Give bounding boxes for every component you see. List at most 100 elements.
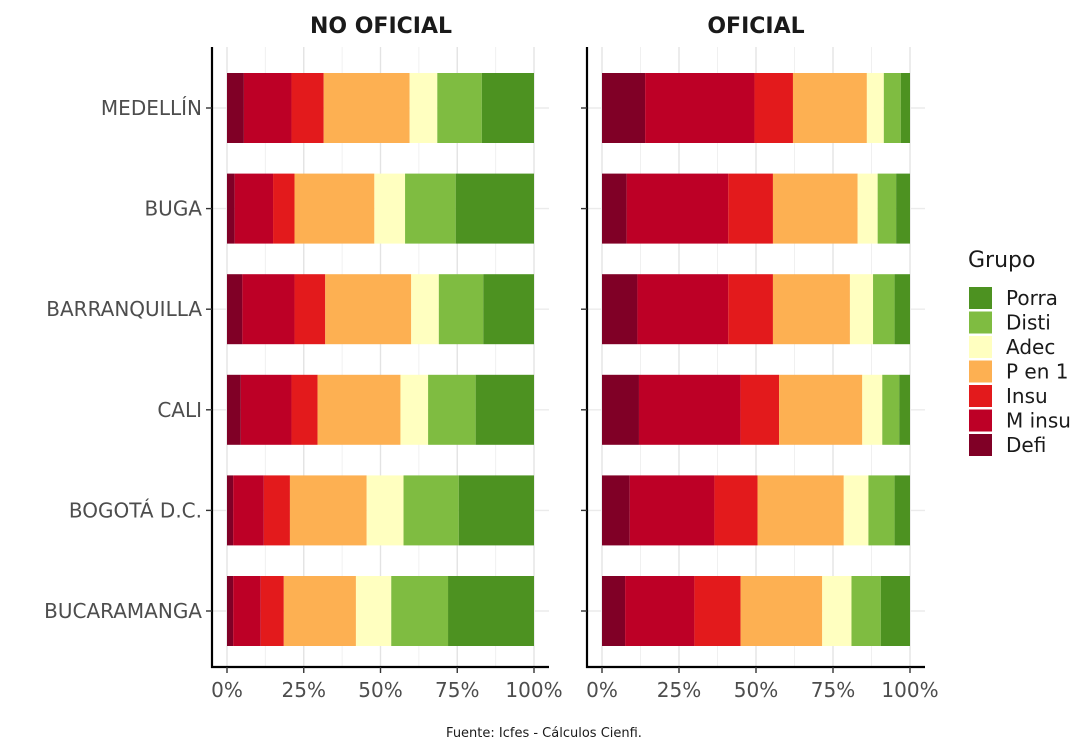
legend-label-porra: Porra	[1006, 286, 1058, 310]
bar-segment-insu	[260, 576, 284, 646]
legend-key-porra	[969, 287, 992, 309]
bar-segment-disti	[877, 173, 897, 244]
bar-segment-insu	[728, 274, 773, 345]
bar-segment-p-en-1	[289, 475, 367, 546]
bar-segment-disti	[883, 73, 901, 143]
bar-segment-adec	[374, 173, 406, 244]
bar-segment-p-en-1	[772, 274, 850, 345]
bar-segment-adec	[857, 173, 878, 244]
legend-key-defi	[969, 434, 992, 456]
bar-segment-porra	[894, 274, 910, 345]
bar-segment-m-insu	[626, 173, 729, 244]
bar-segment-insu	[694, 576, 741, 646]
bar-segment-porra	[899, 374, 910, 445]
bar-segment-disti	[868, 475, 895, 546]
bar-segment-adec	[849, 274, 874, 345]
panel-title: OFICIAL	[707, 14, 804, 39]
bar-segment-m-insu	[629, 475, 715, 546]
bar-segment-porra	[894, 475, 910, 546]
x-tick-label: 0%	[211, 678, 243, 702]
bar-segment-m-insu	[625, 576, 695, 646]
category-label: BUCARAMANGA	[44, 599, 202, 623]
bar-segment-adec	[822, 576, 852, 646]
bar-segment-insu	[291, 73, 324, 143]
legend-key-disti	[969, 311, 992, 334]
x-tick-label: 75%	[435, 678, 479, 702]
bar-segment-p-en-1	[792, 73, 867, 143]
bar-segment-adec	[843, 475, 869, 546]
bar-segment-p-en-1	[283, 576, 356, 646]
bar-segment-insu	[273, 173, 295, 244]
category-label: CALI	[157, 398, 202, 422]
legend-label-insu: Insu	[1006, 384, 1048, 408]
bar-segment-adec	[366, 475, 404, 546]
panel-oficial: 0% 25% 50% 75% 100% OFICIAL	[581, 14, 939, 702]
x-tick-label: 25%	[282, 678, 326, 702]
legend-key-m-insu	[969, 409, 992, 432]
bar-segment-adec	[866, 73, 884, 143]
bar-segment-adec	[862, 374, 883, 445]
panels-layer: 0% 25% 50% 75% 100% MEDELLÍN BUGA BARRANQUILLA C…	[44, 14, 938, 702]
bar-segment-p-en-1	[294, 173, 375, 244]
bar-segment-defi	[602, 374, 639, 445]
bar-segment-p-en-1	[772, 173, 858, 244]
bar-segment-m-insu	[233, 475, 264, 546]
bar-segment-disti	[438, 274, 484, 345]
category-label: BOGOTÁ D.C.	[69, 498, 202, 522]
x-tick-label: 100%	[505, 678, 562, 702]
bar-segment-porra	[458, 475, 534, 546]
bar-segment-insu	[263, 475, 290, 546]
legend-key-p-en-1	[969, 360, 992, 383]
bar-segment-porra	[896, 173, 910, 244]
bar-segment-insu	[294, 274, 326, 345]
panel-title: NO OFICIAL	[310, 14, 452, 39]
bar-segment-defi	[227, 374, 241, 445]
bar-segment-defi	[602, 475, 630, 546]
bar-segment-disti	[851, 576, 881, 646]
category-label: BUGA	[144, 197, 202, 221]
bar-segment-m-insu	[645, 73, 755, 143]
bar-segment-p-en-1	[740, 576, 823, 646]
legend-label-disti: Disti	[1006, 311, 1051, 335]
chart-caption: Fuente: Icfes - Cálculos Cienfi.	[446, 726, 642, 741]
bar-segment-defi	[227, 576, 234, 646]
bar-segment-m-insu	[243, 73, 292, 143]
bar-segment-disti	[873, 274, 895, 345]
legend-label-m-insu: M insu	[1006, 409, 1071, 433]
bar-segment-porra	[900, 73, 910, 143]
bar-segment-defi	[602, 173, 627, 244]
x-tick-label: 100%	[881, 678, 938, 702]
x-tick-label: 50%	[734, 678, 778, 702]
bar-segment-porra	[455, 173, 534, 244]
bar-segment-porra	[880, 576, 910, 646]
bar-segment-porra	[448, 576, 534, 646]
bar-segment-adec	[411, 274, 439, 345]
bar-segment-p-en-1	[779, 374, 863, 445]
bar-segment-disti	[428, 374, 476, 445]
panel-no-oficial: 0% 25% 50% 75% 100% MEDELLÍN BUGA BARRANQUILLA C…	[44, 14, 562, 702]
bar-segment-m-insu	[242, 274, 295, 345]
bar-segment-defi	[227, 475, 234, 546]
bar-segment-p-en-1	[317, 374, 401, 445]
bar-segment-insu	[291, 374, 318, 445]
bar-segment-porra	[483, 274, 534, 345]
bar-segment-defi	[227, 73, 244, 143]
bar-segment-insu	[728, 173, 773, 244]
bar-segment-defi	[227, 173, 235, 244]
bar-segment-m-insu	[638, 374, 741, 445]
x-tick-label: 50%	[358, 678, 402, 702]
bar-segment-p-en-1	[325, 274, 412, 345]
bar-segment-porra	[475, 374, 534, 445]
bar-segment-disti	[882, 374, 900, 445]
bar-segment-disti	[391, 576, 449, 646]
category-label: BARRANQUILLA	[46, 297, 202, 321]
bar-segment-p-en-1	[757, 475, 844, 546]
bar-segment-m-insu	[233, 576, 261, 646]
bar-segment-defi	[602, 274, 638, 345]
bar-segment-p-en-1	[323, 73, 410, 143]
bar-segment-disti	[437, 73, 482, 143]
bar-segment-insu	[740, 374, 780, 445]
bar-segment-porra	[481, 73, 534, 143]
